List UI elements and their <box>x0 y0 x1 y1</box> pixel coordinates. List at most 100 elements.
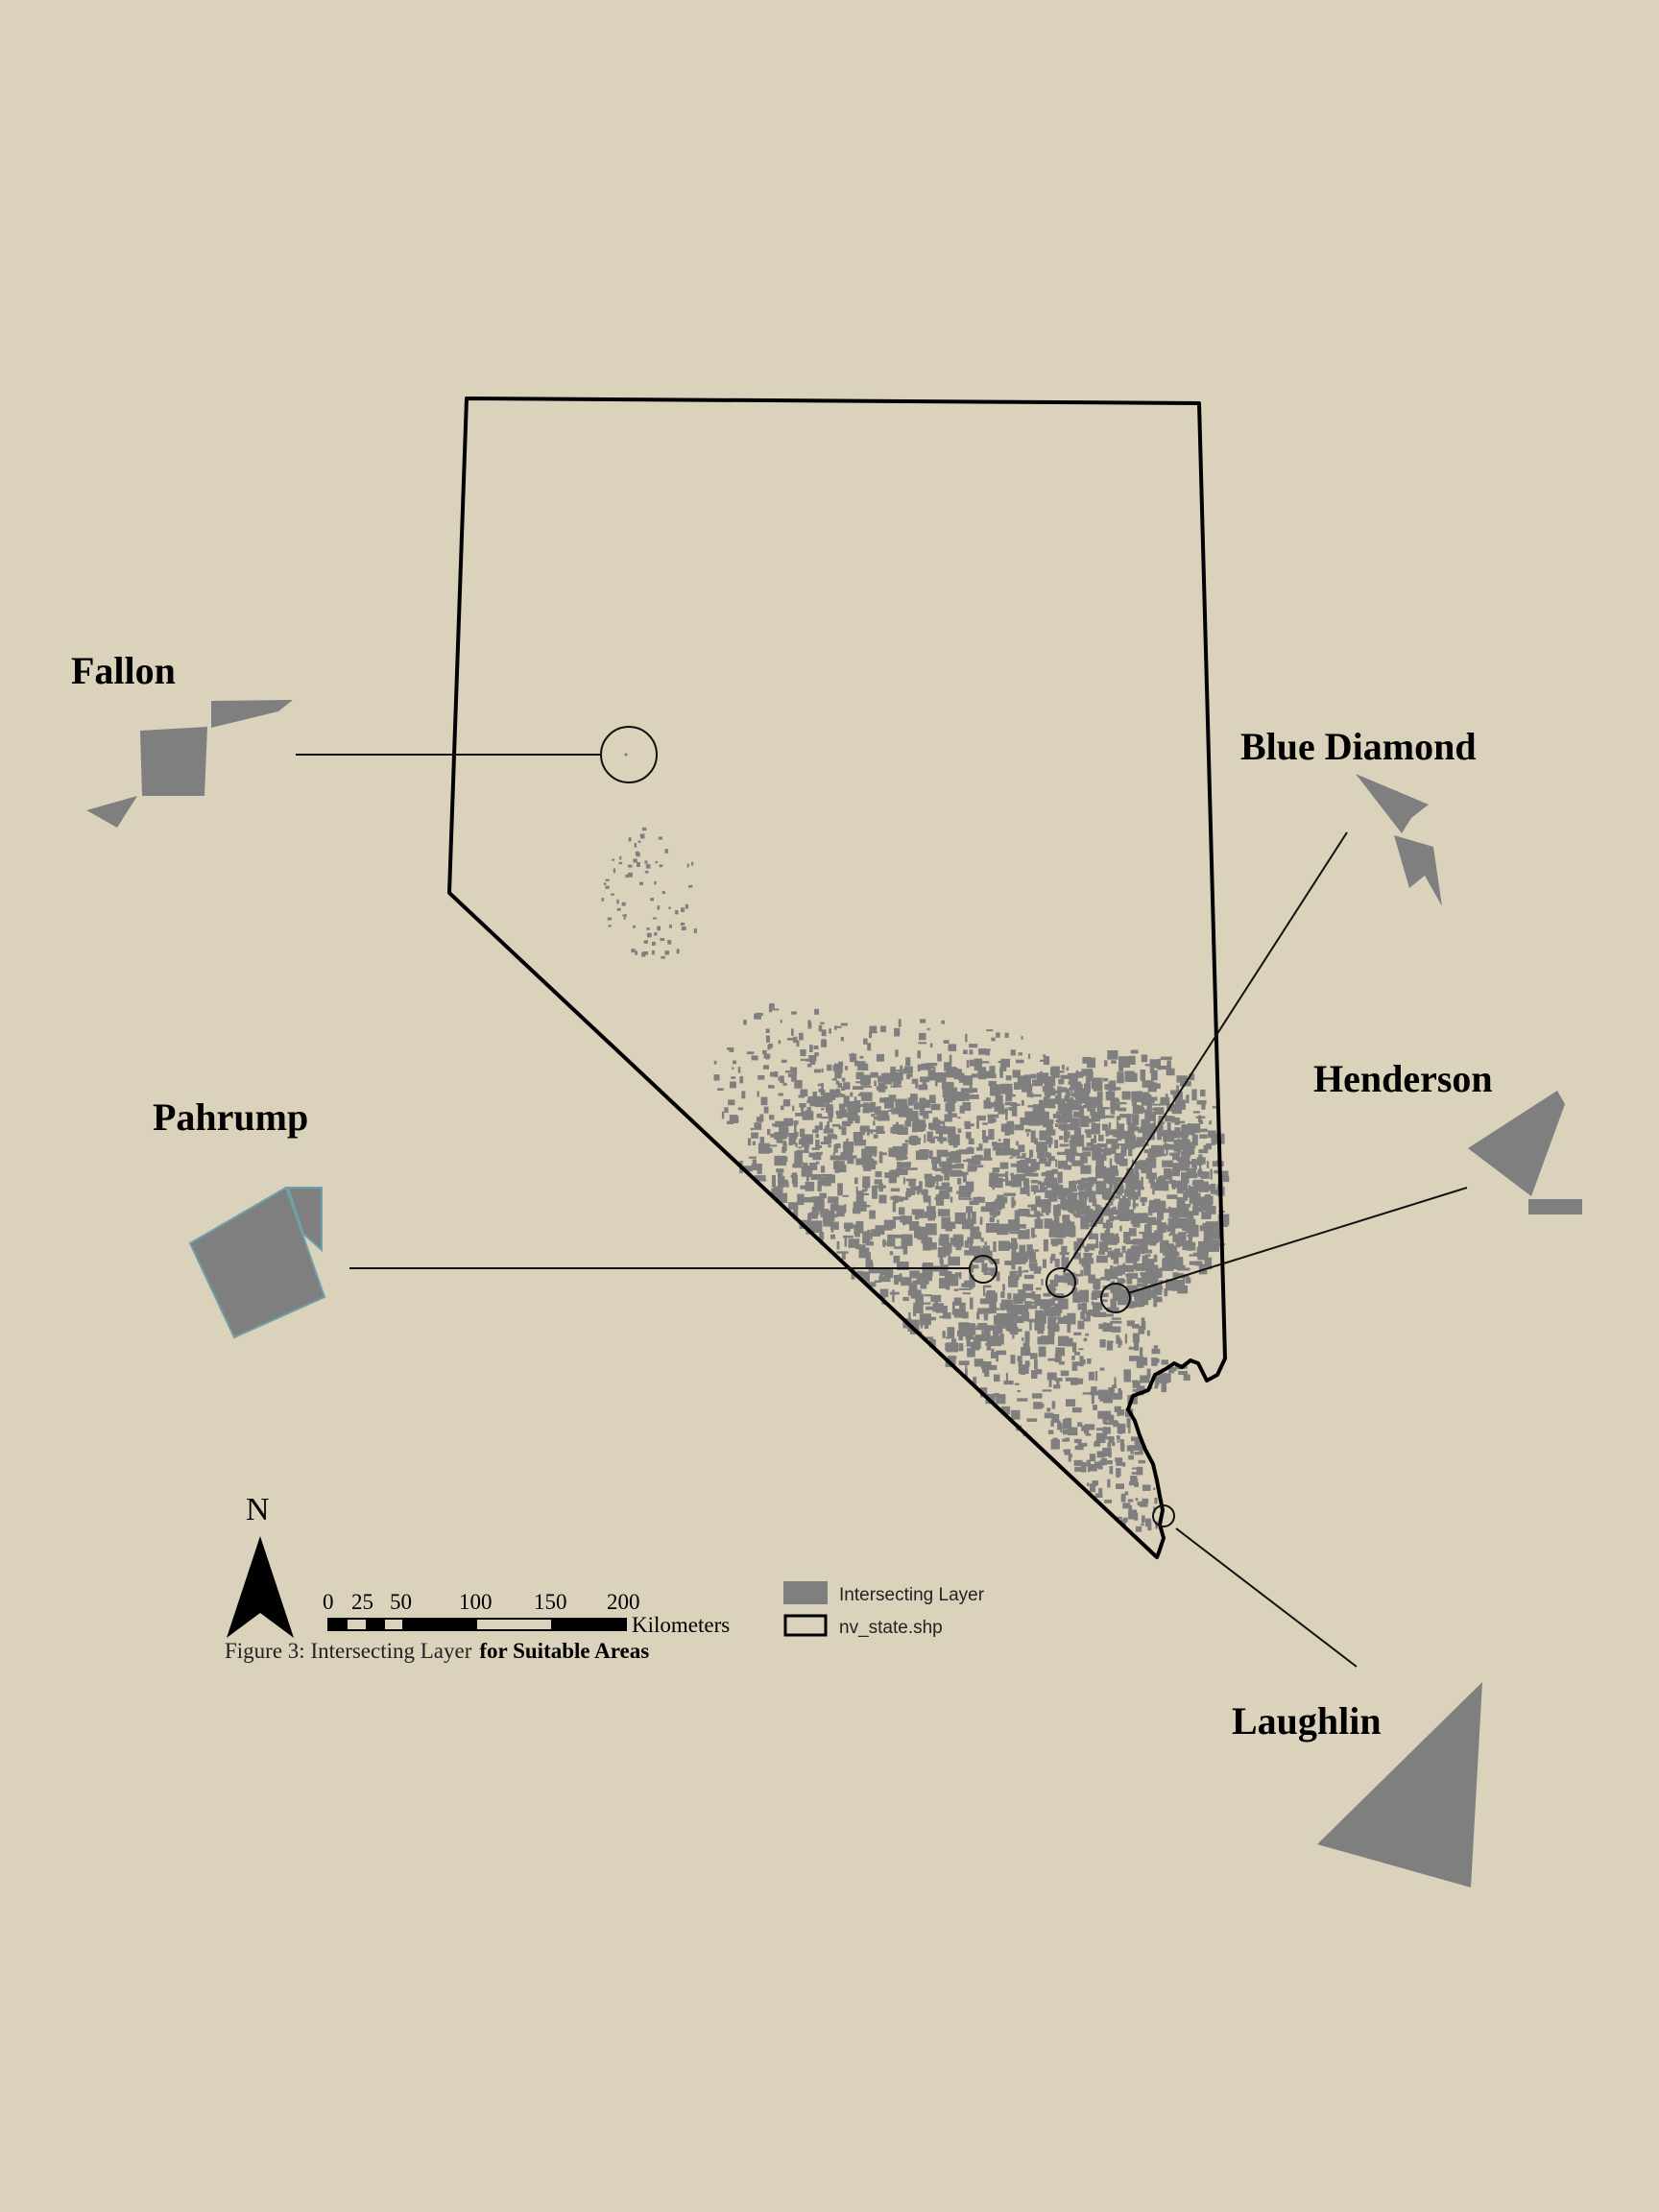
suitable-area-patch <box>937 1209 950 1216</box>
suitable-area-patch <box>968 1147 974 1154</box>
suitable-area-patch <box>870 1232 873 1240</box>
suitable-area-patch <box>1140 1287 1151 1301</box>
suitable-area-patch <box>969 1274 974 1285</box>
suitable-area-patch <box>894 1276 900 1286</box>
suitable-area-patch <box>886 1241 894 1246</box>
suitable-area-patch <box>819 1232 825 1239</box>
suitable-area-patch <box>953 1288 959 1291</box>
suitable-area-patch <box>1074 1094 1078 1100</box>
suitable-area-patch <box>1124 1070 1135 1082</box>
suitable-area-patch <box>1062 1419 1072 1430</box>
suitable-area-patch <box>1046 1177 1057 1189</box>
suitable-area-patch <box>888 1170 897 1184</box>
suitable-area-patch <box>1103 1188 1113 1201</box>
suitable-area-patch <box>868 1129 878 1133</box>
suitable-area-patch <box>978 1048 987 1055</box>
suitable-area-patch <box>1128 1346 1134 1350</box>
suitable-area-patch <box>1208 1221 1219 1228</box>
suitable-area-patch <box>1153 1118 1156 1124</box>
suitable-area-patch <box>1089 1464 1097 1472</box>
suitable-area-patch <box>905 1057 911 1067</box>
suitable-area-patch <box>952 1234 964 1247</box>
suitable-area-patch <box>601 898 604 902</box>
suitable-area-patch <box>1085 1076 1089 1089</box>
suitable-area-patch <box>798 1146 803 1149</box>
suitable-area-patch <box>1196 1128 1208 1133</box>
suitable-area-patch <box>1061 1115 1070 1120</box>
suitable-area-patch <box>1031 1370 1038 1379</box>
suitable-area-patch <box>820 1090 826 1096</box>
suitable-area-patch <box>1092 1198 1097 1207</box>
suitable-area-patch <box>1062 1198 1068 1206</box>
suitable-area-patch <box>1010 1327 1019 1334</box>
suitable-area-patch <box>809 1220 823 1233</box>
suitable-area-patch <box>876 1086 883 1091</box>
suitable-area-patch <box>1109 1180 1113 1190</box>
suitable-area-patch <box>1051 1310 1061 1316</box>
suitable-area-patch <box>1161 1382 1166 1393</box>
suitable-area-patch <box>1162 1262 1172 1269</box>
suitable-area-patch <box>731 1076 736 1079</box>
suitable-area-patch <box>1096 1163 1102 1171</box>
suitable-area-patch <box>917 1307 921 1311</box>
suitable-area-patch <box>659 864 663 868</box>
suitable-area-patch <box>1159 1373 1168 1383</box>
suitable-area-patch <box>834 1070 842 1079</box>
suitable-area-patch <box>831 1095 839 1098</box>
suitable-area-patch <box>890 1067 896 1080</box>
suitable-area-patch <box>1145 1099 1155 1104</box>
suitable-area-patch <box>676 949 680 954</box>
suitable-area-patch <box>733 1060 736 1065</box>
suitable-area-patch <box>998 1108 1008 1115</box>
suitable-area-patch <box>926 1206 936 1218</box>
suitable-area-patch <box>962 1172 967 1183</box>
suitable-area-patch <box>831 1123 841 1127</box>
suitable-area-patch <box>763 1106 769 1114</box>
suitable-area-patch <box>1014 1253 1026 1264</box>
suitable-area-patch <box>1054 1259 1060 1267</box>
suitable-area-patch <box>713 1060 717 1065</box>
suitable-area-patch <box>1004 1102 1017 1106</box>
suitable-area-patch <box>955 1163 964 1169</box>
suitable-area-patch <box>991 1177 1003 1189</box>
suitable-area-patch <box>902 1177 905 1185</box>
suitable-area-patch <box>1046 1206 1049 1215</box>
suitable-area-patch <box>868 1103 876 1113</box>
suitable-area-patch <box>1021 1036 1023 1040</box>
suitable-area-patch <box>815 1161 820 1165</box>
suitable-area-patch <box>857 1094 862 1096</box>
suitable-area-patch <box>989 1066 996 1073</box>
suitable-area-patch <box>1134 1142 1141 1148</box>
suitable-area-patch <box>1000 1406 1011 1415</box>
suitable-area-patch <box>1074 1466 1082 1472</box>
suitable-area-patch <box>1018 1209 1030 1216</box>
suitable-area-patch <box>1117 1264 1130 1271</box>
suitable-area-patch <box>861 1125 870 1130</box>
suitable-area-patch <box>855 1071 864 1080</box>
suitable-area-patch <box>768 1043 773 1048</box>
suitable-area-patch <box>1027 1105 1034 1108</box>
suitable-area-patch <box>1139 1231 1147 1235</box>
suitable-area-patch <box>1022 1284 1034 1291</box>
suitable-area-patch <box>1132 1333 1140 1343</box>
suitable-area-patch <box>1115 1185 1124 1194</box>
suitable-area-patch <box>1097 1389 1109 1400</box>
suitable-area-patch <box>986 1061 990 1064</box>
suitable-area-patch <box>1045 1117 1049 1119</box>
suitable-area-patch <box>1004 1261 1012 1265</box>
suitable-area-patch <box>1067 1312 1076 1325</box>
suitable-area-patch <box>1156 1178 1166 1190</box>
suitable-area-patch <box>1135 1263 1146 1271</box>
suitable-area-patch <box>1075 1071 1083 1076</box>
suitable-area-patch <box>932 1119 941 1130</box>
suitable-area-patch <box>858 1272 869 1275</box>
suitable-area-patch <box>996 1271 1000 1282</box>
suitable-area-patch <box>823 1214 831 1227</box>
suitable-area-patch <box>956 1169 960 1173</box>
suitable-area-patch <box>946 1157 950 1166</box>
suitable-area-patch <box>799 1103 806 1108</box>
suitable-area-patch <box>897 1162 902 1174</box>
suitable-area-patch <box>844 1066 849 1070</box>
suitable-area-patch <box>1110 1107 1116 1115</box>
suitable-area-patch <box>769 1003 775 1009</box>
